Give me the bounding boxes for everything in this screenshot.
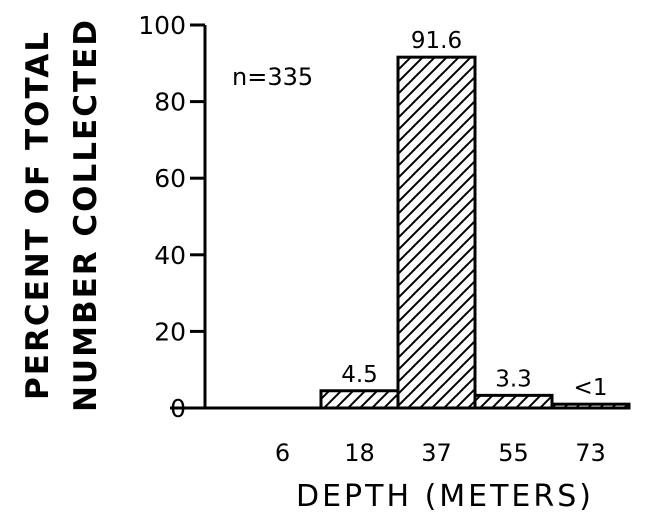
y-tick-label: 20 <box>154 317 186 346</box>
data-label-55: 3.3 <box>495 366 532 392</box>
bar-37 <box>396 55 477 410</box>
x-category-label-6: 6 <box>275 439 290 467</box>
bars <box>319 55 631 410</box>
data-labels: 4.5 91.6 3.3 <1 <box>341 28 607 401</box>
data-label-37: 91.6 <box>411 28 462 54</box>
bar-55 <box>473 393 554 410</box>
x-category-label-18: 18 <box>344 439 375 467</box>
y-tick-label: 40 <box>154 241 186 270</box>
bar-73 <box>550 402 631 410</box>
x-category-label-73: 73 <box>575 439 606 467</box>
x-category-label-37: 37 <box>421 439 452 467</box>
x-axis-title: DEPTH (METERS) <box>296 479 594 514</box>
y-tick-label: 0 <box>170 394 186 423</box>
y-axis-title-line-2: NUMBER COLLECTED <box>68 18 104 412</box>
sample-size-annotation: n=335 <box>232 63 313 91</box>
y-tick-label: 80 <box>154 88 186 117</box>
y-tick-label: 100 <box>138 11 186 40</box>
x-category-labels: 6 18 37 55 73 <box>275 439 606 467</box>
data-label-73: <1 <box>574 375 608 401</box>
y-axis-title-line-1: PERCENT OF TOTAL <box>20 30 56 400</box>
y-tick-label: 60 <box>154 164 186 193</box>
x-category-label-55: 55 <box>498 439 529 467</box>
data-label-18: 4.5 <box>341 362 378 388</box>
y-ticks: 0 20 40 60 80 100 <box>138 11 205 423</box>
bar-18 <box>319 389 400 410</box>
